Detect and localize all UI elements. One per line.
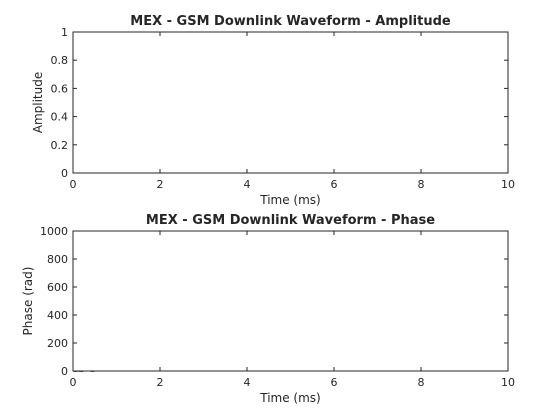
amplitude-x-tick-label: 4 [244,178,251,191]
amplitude-y-tick-label: 1 [61,26,68,39]
phase-axes-frame [72,230,509,372]
phase-y-tick-label: 0 [61,365,68,378]
amplitude-y-tick-label: 0.6 [51,82,69,95]
phase-x-tick-label: 8 [418,376,425,389]
amplitude-axes-frame [72,31,509,174]
phase-x-tick-label: 6 [331,376,338,389]
phase-x-tick-label: 0 [70,376,77,389]
phase-y-tick-label: 800 [47,253,68,266]
amplitude-x-axis-label: Time (ms) [259,193,321,207]
phase-x-tick-label: 2 [157,376,164,389]
phase-chart-title: MEX - GSM Downlink Waveform - Phase [146,213,435,228]
amplitude-y-tick-label: 0 [61,167,68,180]
amplitude-chart-title: MEX - GSM Downlink Waveform - Amplitude [130,14,451,29]
phase-y-axis-label: Phase (rad) [21,267,35,336]
phase-x-tick-label: 10 [501,376,515,389]
phase-y-tick-label: 400 [47,309,68,322]
amplitude-y-tick-label: 0.2 [51,139,69,152]
phase-y-tick-label: 600 [47,281,68,294]
phase-axes: 0 2 4 6 8 10 0 200 400 600 800 1000 MEX - GSM Downli… [21,213,515,405]
phase-x-tick-label: 4 [244,376,251,389]
amplitude-y-axis-label: Amplitude [31,72,45,134]
amplitude-x-tick-label: 0 [70,178,77,191]
amplitude-x-tick-label: 2 [157,178,164,191]
amplitude-x-tick-label: 6 [331,178,338,191]
phase-y-tick-label: 200 [47,337,68,350]
amplitude-axes: 0 2 4 6 8 10 0 0.2 0.4 0.6 0.8 1 MEX - GSM Downlink … [31,14,515,207]
phase-x-axis-label: Time (ms) [259,391,321,405]
amplitude-x-tick-label: 10 [501,178,515,191]
phase-y-tick-label: 1000 [40,225,68,238]
amplitude-y-tick-label: 0.8 [51,54,69,67]
amplitude-y-tick-label: 0.4 [51,111,69,124]
amplitude-x-tick-label: 8 [418,178,425,191]
